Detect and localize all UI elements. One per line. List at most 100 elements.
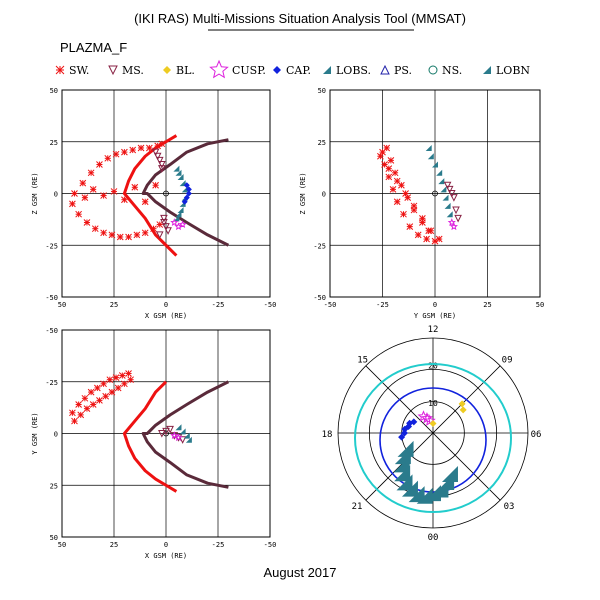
marker-lobs bbox=[175, 169, 182, 176]
marker-lobs bbox=[177, 173, 184, 180]
polar-marker-lobs bbox=[408, 486, 425, 503]
marker-sw bbox=[69, 200, 76, 208]
marker-sw bbox=[131, 183, 139, 191]
marker-ms bbox=[155, 156, 164, 165]
marker-sw bbox=[129, 146, 137, 154]
x-tick-label: -25 bbox=[376, 301, 389, 309]
mlt-label: 09 bbox=[502, 356, 513, 366]
marker-cusp bbox=[449, 222, 458, 231]
mlt-label: 06 bbox=[531, 430, 542, 440]
marker-sw bbox=[141, 198, 149, 206]
x-tick-label: 25 bbox=[110, 301, 118, 309]
marker-sw bbox=[385, 165, 393, 173]
legend-label-lobn: LOBN bbox=[496, 64, 530, 77]
marker-lobs bbox=[179, 180, 186, 187]
footer-date: August 2017 bbox=[263, 565, 336, 580]
marker-sw bbox=[393, 198, 401, 206]
y-tick-label: -50 bbox=[45, 327, 58, 335]
marker-ms bbox=[162, 427, 170, 436]
marker-sw bbox=[118, 372, 126, 379]
marker-cusp bbox=[170, 218, 179, 226]
marker-lobs bbox=[427, 153, 434, 160]
legend-label-lobs: LOBS. bbox=[336, 64, 371, 77]
marker-sw bbox=[419, 214, 426, 222]
marker-cap bbox=[185, 186, 192, 193]
y-tick-label: -25 bbox=[45, 379, 58, 387]
legend-marker-lobn bbox=[483, 66, 491, 74]
legend-marker-sw bbox=[55, 65, 65, 75]
legend-marker-ms bbox=[108, 65, 118, 76]
marker-sw bbox=[108, 388, 116, 396]
marker-sw bbox=[81, 394, 89, 402]
marker-cap bbox=[183, 182, 190, 189]
earth-marker bbox=[432, 190, 438, 197]
y-axis-label: Y GSM (RE) bbox=[31, 412, 39, 454]
marker-sw bbox=[96, 161, 103, 168]
y-tick-label: -50 bbox=[45, 294, 58, 302]
x-tick-label: -25 bbox=[212, 301, 225, 309]
mlt-label: 21 bbox=[352, 502, 363, 512]
marker-sw bbox=[69, 409, 76, 417]
y-tick-label: 0 bbox=[54, 191, 58, 199]
y-axis-label: Z GSM (RE) bbox=[299, 172, 307, 214]
legend-marker-cusp bbox=[209, 59, 229, 79]
y-tick-label: -25 bbox=[313, 242, 326, 250]
marker-sw bbox=[385, 173, 393, 181]
marker-ms bbox=[178, 436, 187, 444]
marker-sw bbox=[383, 144, 391, 152]
x-axis-label: X GSM (RE) bbox=[145, 312, 187, 320]
marker-sw bbox=[400, 210, 407, 218]
marker-sw bbox=[100, 192, 107, 199]
x-tick-label: -50 bbox=[264, 301, 277, 309]
auroral-oval-inner bbox=[379, 387, 487, 493]
marker-sw bbox=[89, 401, 97, 408]
legend: SW. MS. BL. CUSP. CAP. LOBS. PS. NS. LOBN bbox=[55, 59, 530, 79]
y-tick-label: 25 bbox=[50, 139, 58, 147]
y-axis-label: Z GSM (RE) bbox=[31, 172, 39, 214]
marker-lobs bbox=[436, 169, 443, 176]
y-tick-label: -50 bbox=[313, 294, 326, 302]
polar-marker-lobs bbox=[393, 456, 410, 473]
polar-marker-lobs bbox=[394, 465, 411, 482]
legend-label-ms: MS. bbox=[122, 64, 144, 77]
marker-sw bbox=[71, 417, 78, 425]
marker-lobs bbox=[440, 186, 447, 193]
marker-sw bbox=[146, 144, 153, 152]
panel-polar: 12 15 09 18 06 21 03 00 20 10 bbox=[322, 325, 542, 543]
panel-yz: -50 -25 0 25 50 -50 -25 0 25 50 Y GSM (RE) Z GSM (R… bbox=[299, 87, 544, 320]
mlt-label: 12 bbox=[428, 325, 439, 335]
marker-sw bbox=[137, 144, 145, 152]
marker-lobs bbox=[425, 144, 432, 151]
marker-sw bbox=[156, 221, 164, 228]
y-tick-label: 25 bbox=[50, 482, 58, 490]
marker-lobs bbox=[181, 186, 188, 193]
legend-label-sw: SW. bbox=[69, 64, 89, 77]
marker-sw bbox=[108, 231, 116, 239]
marker-lobs bbox=[179, 428, 186, 435]
y-tick-label: 50 bbox=[318, 87, 326, 95]
marker-sw bbox=[133, 231, 141, 239]
marker-sw bbox=[75, 401, 82, 408]
polar-marker-lobs bbox=[441, 465, 458, 482]
marker-sw bbox=[393, 177, 401, 185]
marker-cusp bbox=[174, 222, 183, 231]
polar-marker-bl bbox=[459, 406, 467, 414]
marker-lobs bbox=[175, 424, 182, 431]
x-tick-label: -50 bbox=[264, 541, 277, 549]
marker-sw bbox=[83, 405, 91, 413]
marker-sw bbox=[152, 181, 159, 189]
marker-sw bbox=[410, 202, 418, 210]
marker-sw bbox=[141, 229, 149, 237]
marker-ms bbox=[155, 231, 164, 240]
auroral-oval-outer bbox=[354, 363, 512, 513]
legend-marker-cap bbox=[273, 66, 281, 74]
x-tick-label: 0 bbox=[164, 301, 168, 309]
legend-label-bl: BL. bbox=[176, 64, 195, 77]
marker-lobs bbox=[177, 207, 184, 214]
marker-sw bbox=[150, 225, 157, 233]
marker-sw bbox=[106, 376, 114, 384]
marker-sw bbox=[87, 388, 95, 396]
marker-sw bbox=[112, 374, 120, 381]
boundary-curve-1 bbox=[141, 380, 230, 489]
mlt-label: 00 bbox=[428, 533, 439, 543]
